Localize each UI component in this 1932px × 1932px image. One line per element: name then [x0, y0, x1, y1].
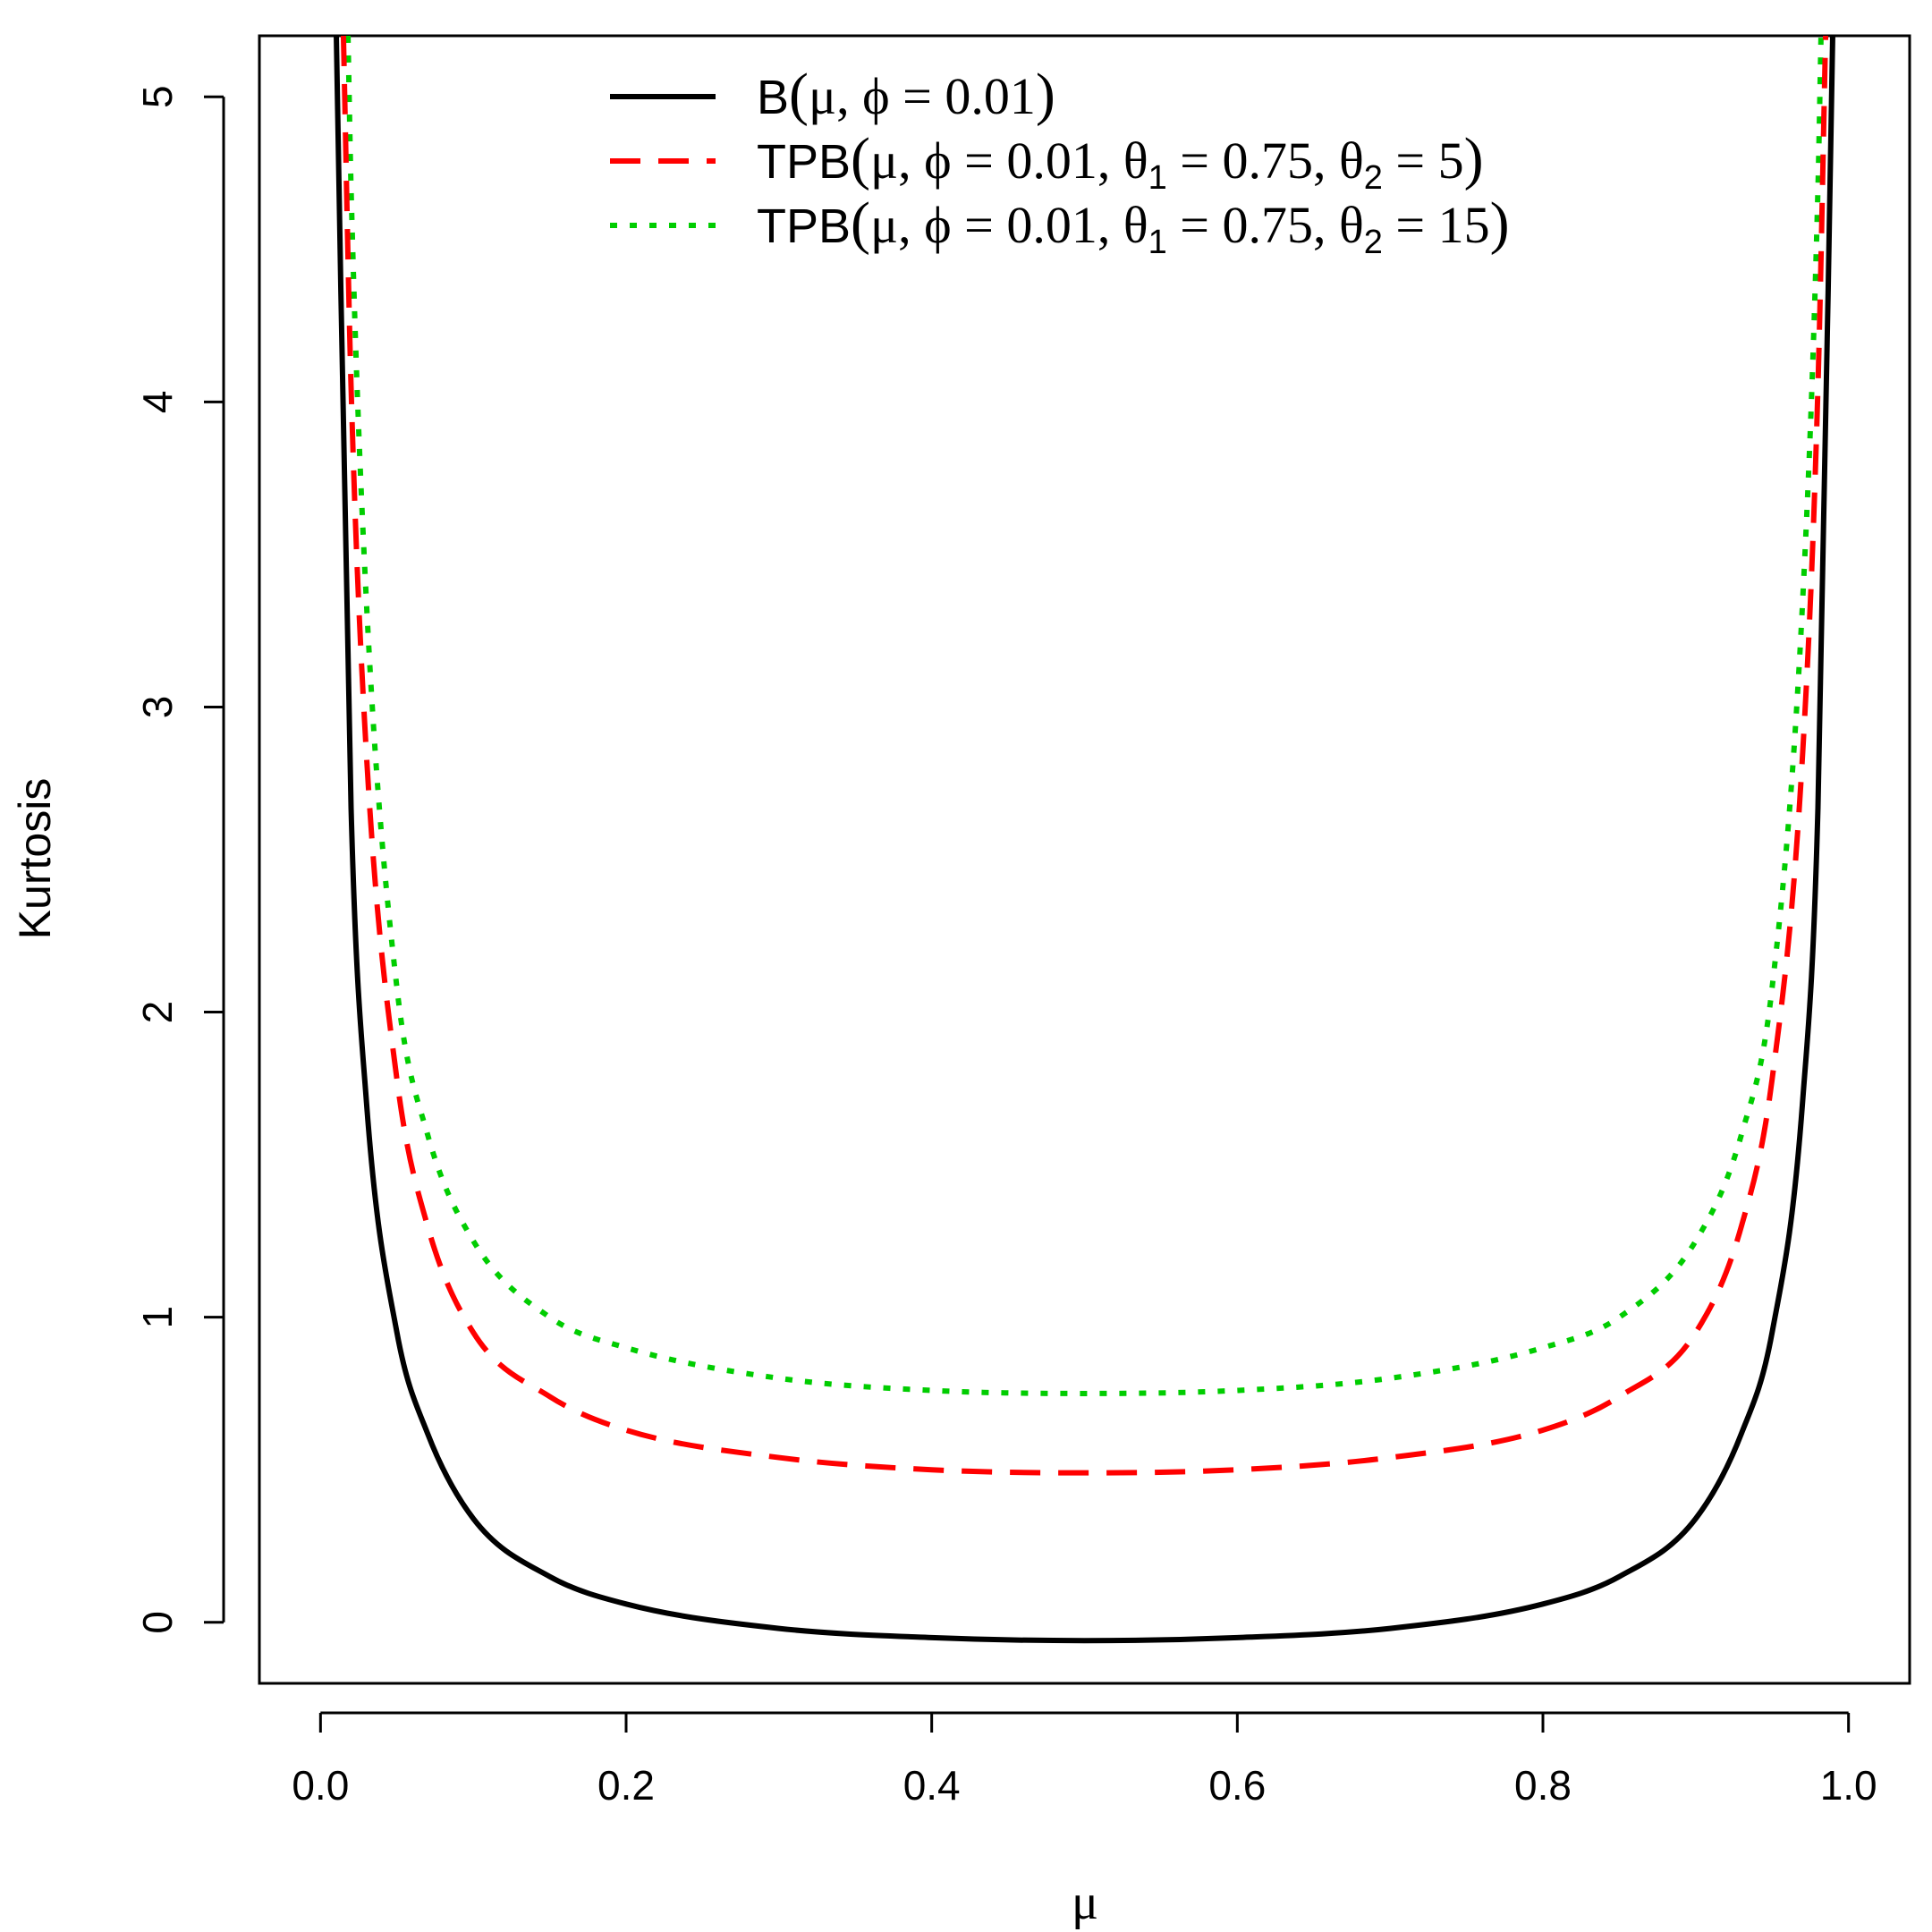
legend-tpb15-sub1: 1 [1148, 224, 1167, 261]
legend: B(μ, ϕ = 0.01) TPB(μ, ϕ = 0.01, θ1 = 0.7… [610, 62, 1510, 261]
legend-tpb15-sub2: 2 [1364, 224, 1383, 261]
x-tick-label: 0.2 [597, 1762, 655, 1809]
x-tick-label: 1.0 [1820, 1762, 1877, 1809]
y-tick-label: 1 [134, 1306, 181, 1329]
series-layer [334, 36, 1835, 1644]
legend-tpb5-tail: = 5 [1383, 131, 1464, 190]
legend-b-args: μ, ϕ = 0.01 [809, 67, 1036, 125]
legend-tpb15-mid: = 0.75, θ [1167, 196, 1364, 254]
legend-label-b: B(μ, ϕ = 0.01) [757, 62, 1055, 127]
x-axis: 0.0 0.2 0.4 0.6 0.8 1.0 [292, 1711, 1877, 1809]
series-tpb15-line [345, 36, 1824, 1396]
y-tick-label: 5 [134, 85, 181, 108]
legend-tpb5-main: TPB [757, 135, 851, 189]
series-b-line [334, 36, 1835, 1644]
legend-label-tpb5: TPB(μ, ϕ = 0.01, θ1 = 0.75, θ2 = 5) [757, 126, 1484, 197]
x-tick-label: 0.0 [292, 1762, 349, 1809]
legend-tpb15-args: μ, ϕ = 0.01, θ [870, 196, 1148, 254]
legend-b-main: B [757, 71, 789, 124]
legend-tpb5-args: μ, ϕ = 0.01, θ [870, 131, 1148, 190]
x-tick-label: 0.6 [1208, 1762, 1266, 1809]
series-tpb5-line [340, 36, 1829, 1476]
y-tick-label: 2 [134, 1001, 181, 1024]
y-tick-label: 4 [134, 391, 181, 414]
x-tick-label: 0.8 [1514, 1762, 1572, 1809]
legend-tpb5-mid: = 0.75, θ [1167, 131, 1364, 190]
x-tick-label: 0.4 [903, 1762, 961, 1809]
y-tick-label: 0 [134, 1611, 181, 1634]
y-axis-title: Kurtosis [10, 778, 60, 940]
legend-tpb5-sub1: 1 [1148, 159, 1167, 197]
plot-frame [258, 34, 1911, 1685]
y-tick-label: 3 [134, 696, 181, 719]
legend-label-tpb15: TPB(μ, ϕ = 0.01, θ1 = 0.75, θ2 = 15) [757, 191, 1510, 261]
legend-tpb15-main: TPB [757, 199, 851, 253]
x-axis-title: μ [1072, 1875, 1098, 1930]
y-axis: 0 1 2 3 4 5 [134, 85, 225, 1634]
legend-tpb15-tail: = 15 [1383, 196, 1490, 254]
legend-tpb5-sub2: 2 [1364, 159, 1383, 197]
